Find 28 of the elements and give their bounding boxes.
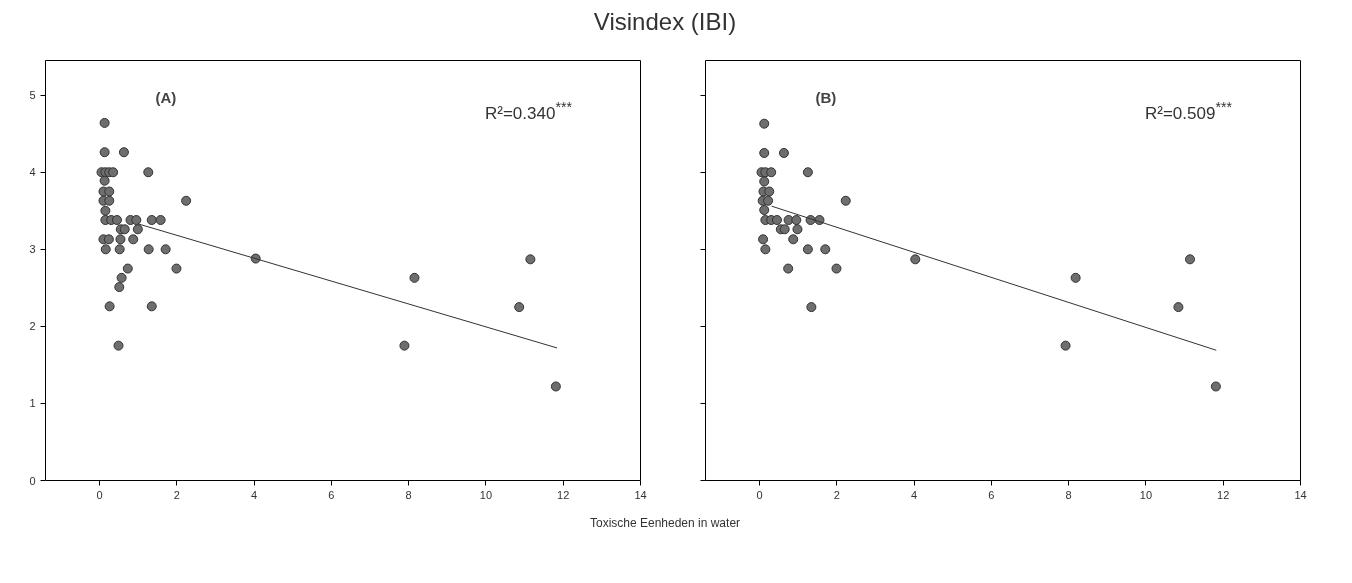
x-tick-label: 14 — [634, 488, 647, 501]
y-tick-label: 3 — [29, 243, 36, 256]
x-tick-label: 4 — [911, 488, 918, 501]
annotation: (B) — [815, 88, 837, 106]
y-tick-label: 4 — [29, 166, 36, 179]
annotation: R²=0.340$^{***}$ — [485, 99, 572, 123]
y-tick-label: 2 — [29, 320, 36, 333]
chart-title: Visindex (IBI) — [593, 7, 737, 37]
annotation: R²=0.509$^{***}$ — [1145, 99, 1232, 123]
x-tick-label: 6 — [328, 488, 335, 501]
y-tick-label: 5 — [29, 89, 36, 102]
x-tick-label: 8 — [1065, 488, 1072, 501]
x-tick-label: 4 — [251, 488, 258, 501]
x-tick-label: 14 — [1294, 488, 1307, 501]
x-tick-label: 6 — [988, 488, 995, 501]
y-tick-label: 1 — [29, 397, 36, 410]
x-tick-label: 0 — [756, 488, 763, 501]
x-tick-label: 12 — [557, 488, 570, 501]
annotation: (A) — [155, 88, 177, 106]
x-tick-label: 0 — [96, 488, 103, 501]
x-tick-label: 10 — [1139, 488, 1153, 501]
x-tick-label: 8 — [405, 488, 412, 501]
x-axis-title: Toxische Eenheden in water — [589, 515, 741, 532]
x-tick-label: 12 — [1217, 488, 1230, 501]
x-tick-label: 2 — [173, 488, 180, 501]
y-tick-label: 0 — [29, 474, 36, 487]
x-tick-label: 10 — [479, 488, 493, 501]
x-tick-label: 2 — [833, 488, 840, 501]
